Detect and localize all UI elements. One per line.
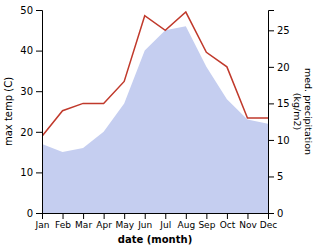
y-axis: 0 10 20 30 40 50: [20, 5, 42, 219]
y2-axis: 0 5 10 15 20 25: [268, 11, 290, 219]
y-tick: 0: [27, 208, 42, 219]
y-tick: 10: [20, 167, 42, 178]
x-tick: Nov: [239, 213, 257, 230]
y2-tick: 5: [268, 171, 283, 182]
y2-tick-label: 15: [277, 98, 290, 109]
y-axis-title: max temp (C): [3, 77, 14, 146]
y-tick-label: 50: [20, 5, 33, 16]
x-tick-label: Jan: [35, 220, 50, 230]
y2-axis-line: [269, 11, 275, 214]
x-tick: Jan: [35, 213, 50, 230]
x-tick-mark: [227, 213, 228, 219]
x-tick-mark: [206, 213, 207, 219]
x-tick-mark: [247, 213, 248, 219]
x-tick: Jul: [159, 213, 171, 230]
x-tick-label: Mar: [75, 220, 92, 230]
y-tick: 40: [20, 45, 42, 56]
x-axis-line: [43, 214, 269, 220]
y-axis-line: [36, 11, 43, 214]
y-tick-mark: [36, 91, 42, 92]
y2-tick: 10: [268, 135, 290, 146]
y2-tick-label: 10: [277, 135, 290, 146]
y2-tick-mark: [268, 67, 274, 68]
temperature-area: [42, 26, 268, 213]
x-tick-label: May: [115, 220, 134, 230]
x-axis-title: date (month): [118, 234, 192, 245]
y2-tick: 25: [268, 25, 290, 36]
y2-tick: 20: [268, 62, 290, 73]
y-tick-mark: [36, 10, 42, 11]
x-tick-mark: [165, 213, 166, 219]
x-tick-mark: [104, 213, 105, 219]
chart-body: JanFebMarAprMayJunJulAugSepOctNovDec0102…: [3, 5, 314, 245]
x-tick: Dec: [260, 213, 277, 230]
y-tick-mark: [36, 213, 42, 214]
y-tick-label: 0: [27, 208, 33, 219]
plot-area: [42, 12, 268, 213]
x-tick-label: Jun: [137, 220, 152, 230]
y-tick-label: 40: [20, 45, 33, 56]
x-tick-label: Feb: [55, 220, 71, 230]
y2-tick-label: 20: [277, 62, 290, 73]
y-tick-mark: [36, 132, 42, 133]
x-tick-label: Aug: [178, 220, 196, 230]
x-tick-label: Dec: [260, 220, 277, 230]
y-tick-label: 10: [20, 167, 33, 178]
y2-tick-mark: [268, 30, 274, 31]
y2-tick-label: 25: [277, 25, 290, 36]
y2-tick: 0: [268, 208, 283, 219]
x-tick-label: Sep: [198, 220, 215, 230]
y2-axis-title-line: (kg/m2): [292, 93, 303, 130]
x-tick: Sep: [198, 213, 215, 230]
x-tick-mark: [145, 213, 146, 219]
y2-tick-label: 0: [277, 208, 283, 219]
x-tick: Oct: [220, 213, 236, 230]
y2-tick-label: 5: [277, 171, 283, 182]
x-tick-label: Nov: [239, 220, 257, 230]
y-tick-mark: [36, 51, 42, 52]
y-tick: 50: [20, 5, 42, 16]
y2-axis-title-line: med. precipitation: [303, 68, 314, 155]
x-tick: Feb: [55, 213, 71, 230]
y2-tick: 15: [268, 98, 290, 109]
x-tick: Jun: [137, 213, 152, 230]
y2-tick-mark: [268, 213, 274, 214]
y-tick: 30: [20, 86, 42, 97]
x-tick: Apr: [96, 213, 112, 230]
precipitation-line: [42, 12, 268, 136]
y2-tick-mark: [268, 103, 274, 104]
x-tick: Aug: [178, 213, 196, 230]
x-tick-mark: [63, 213, 64, 219]
x-tick-mark: [186, 213, 187, 219]
y-tick-label: 30: [20, 86, 33, 97]
x-tick: May: [115, 213, 134, 230]
x-tick-label: Oct: [220, 220, 236, 230]
y2-axis-title: med. precipitation(kg/m2): [292, 68, 314, 155]
x-tick-label: Jul: [159, 220, 171, 230]
chart: JanFebMarAprMayJunJulAugSepOctNovDec0102…: [0, 0, 318, 247]
x-tick-mark: [124, 213, 125, 219]
x-tick: Mar: [75, 213, 92, 230]
y2-tick-mark: [268, 140, 274, 141]
y-tick-label: 20: [20, 127, 33, 138]
x-tick-mark: [83, 213, 84, 219]
y2-tick-mark: [268, 176, 274, 177]
x-axis: Jan Feb Mar AprMayJun Jul AugSep OctNovDec: [35, 213, 278, 230]
y-tick-mark: [36, 172, 42, 173]
y-tick: 20: [20, 127, 42, 138]
x-tick-label: Apr: [96, 220, 112, 230]
